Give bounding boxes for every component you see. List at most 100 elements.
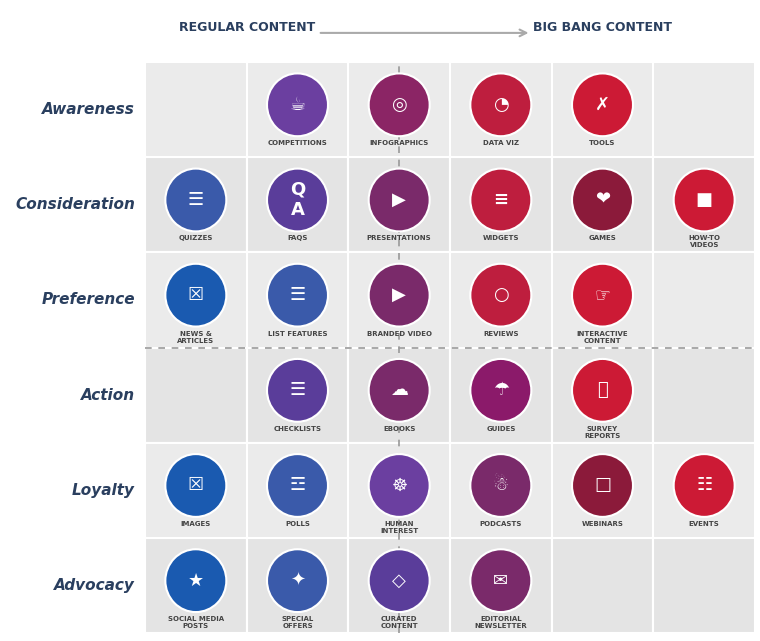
Text: EBOOKS: EBOOKS <box>383 426 416 432</box>
Text: ☰: ☰ <box>290 381 306 399</box>
Ellipse shape <box>166 454 226 517</box>
Text: Q
A: Q A <box>290 181 305 219</box>
Text: ☸: ☸ <box>391 476 407 494</box>
Ellipse shape <box>369 549 429 612</box>
Bar <box>654 253 755 347</box>
Text: QUIZZES: QUIZZES <box>179 235 213 242</box>
Text: ☒: ☒ <box>188 286 204 304</box>
Bar <box>247 538 348 633</box>
Ellipse shape <box>267 454 328 517</box>
Text: ◔: ◔ <box>493 96 508 114</box>
Text: REGULAR CONTENT: REGULAR CONTENT <box>179 21 315 35</box>
Text: ◎: ◎ <box>391 96 407 114</box>
Text: ✉: ✉ <box>493 572 508 590</box>
Text: EVENTS: EVENTS <box>689 521 720 527</box>
Ellipse shape <box>369 74 429 137</box>
Ellipse shape <box>267 263 328 326</box>
Text: GAMES: GAMES <box>589 235 616 242</box>
Text: LIST FEATURES: LIST FEATURES <box>268 331 328 337</box>
Bar <box>552 62 654 157</box>
Bar <box>247 347 348 443</box>
Text: ☒: ☒ <box>188 476 204 494</box>
Ellipse shape <box>572 454 633 517</box>
Ellipse shape <box>470 74 531 137</box>
Bar <box>552 157 654 253</box>
Text: POLLS: POLLS <box>285 521 310 527</box>
Ellipse shape <box>470 359 531 422</box>
Text: □: □ <box>594 476 611 494</box>
Text: ☁: ☁ <box>390 381 408 399</box>
Text: WIDGETS: WIDGETS <box>483 235 519 242</box>
Text: DATA VIZ: DATA VIZ <box>483 140 519 146</box>
Bar <box>145 253 247 347</box>
Ellipse shape <box>572 74 633 137</box>
Text: ☰: ☰ <box>290 286 306 304</box>
Bar <box>654 62 755 157</box>
Bar <box>450 62 552 157</box>
Text: ≡: ≡ <box>493 191 508 209</box>
Text: Consideration: Consideration <box>15 197 135 212</box>
Text: ▶: ▶ <box>392 286 406 304</box>
Bar <box>654 443 755 538</box>
Bar <box>247 157 348 253</box>
Text: Awareness: Awareness <box>42 102 135 117</box>
Text: NEWS &
ARTICLES: NEWS & ARTICLES <box>177 331 214 344</box>
Text: SOCIAL MEDIA
POSTS: SOCIAL MEDIA POSTS <box>168 616 224 629</box>
Bar <box>450 538 552 633</box>
Bar <box>348 347 450 443</box>
Text: Preference: Preference <box>41 292 135 308</box>
Text: ⌕: ⌕ <box>597 381 608 399</box>
Text: ☲: ☲ <box>290 476 306 494</box>
Bar <box>145 62 247 157</box>
Text: ❤: ❤ <box>595 191 610 209</box>
Text: BIG BANG CONTENT: BIG BANG CONTENT <box>533 21 672 35</box>
Bar <box>145 538 247 633</box>
Text: Loyalty: Loyalty <box>72 483 135 498</box>
Text: ☰: ☰ <box>188 191 204 209</box>
Bar <box>348 62 450 157</box>
Text: ★: ★ <box>188 572 204 590</box>
Ellipse shape <box>470 454 531 517</box>
Text: INTERACTIVE
CONTENT: INTERACTIVE CONTENT <box>577 331 629 344</box>
Bar <box>450 443 552 538</box>
Bar <box>654 157 755 253</box>
Text: ☕: ☕ <box>290 96 306 114</box>
Bar <box>654 347 755 443</box>
Ellipse shape <box>369 169 429 231</box>
Ellipse shape <box>267 359 328 422</box>
Ellipse shape <box>267 169 328 231</box>
Ellipse shape <box>166 263 226 326</box>
Bar <box>552 538 654 633</box>
Text: REVIEWS: REVIEWS <box>483 331 518 337</box>
Ellipse shape <box>166 549 226 612</box>
Text: ◇: ◇ <box>392 572 406 590</box>
Bar <box>247 253 348 347</box>
Bar <box>145 157 247 253</box>
Text: HOW-TO
VIDEOS: HOW-TO VIDEOS <box>688 235 720 249</box>
Text: ☂: ☂ <box>492 381 509 399</box>
Ellipse shape <box>267 549 328 612</box>
Text: ✦: ✦ <box>290 572 305 590</box>
Ellipse shape <box>470 549 531 612</box>
Text: TOOLS: TOOLS <box>589 140 616 146</box>
Bar <box>348 157 450 253</box>
Ellipse shape <box>166 169 226 231</box>
Text: BRANDED VIDEO: BRANDED VIDEO <box>366 331 432 337</box>
Bar <box>654 538 755 633</box>
Bar <box>247 443 348 538</box>
Text: ✗: ✗ <box>595 96 610 114</box>
Text: COMPETITIONS: COMPETITIONS <box>268 140 328 146</box>
Ellipse shape <box>673 169 735 231</box>
Bar <box>450 253 552 347</box>
Ellipse shape <box>572 169 633 231</box>
Text: Action: Action <box>81 388 135 403</box>
Bar <box>348 253 450 347</box>
Text: ▶: ▶ <box>392 191 406 209</box>
Text: CHECKLISTS: CHECKLISTS <box>274 426 321 432</box>
Bar <box>145 443 247 538</box>
Text: SURVEY
REPORTS: SURVEY REPORTS <box>584 426 621 438</box>
Bar <box>348 443 450 538</box>
Ellipse shape <box>369 359 429 422</box>
Bar <box>450 347 552 443</box>
Ellipse shape <box>369 454 429 517</box>
